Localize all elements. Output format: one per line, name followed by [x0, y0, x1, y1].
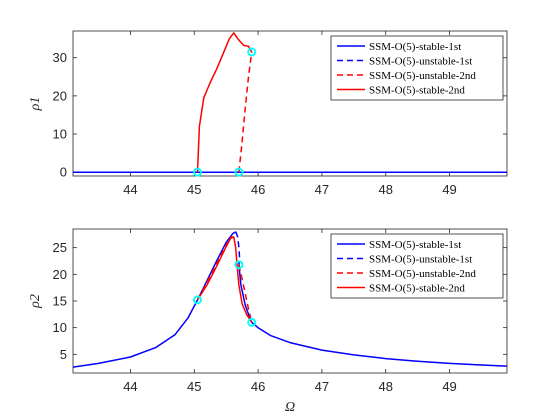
x-axis-label: Ω: [285, 400, 295, 415]
legend: SSM-O(5)-stable-1st SSM-O(5)-unstable-1st…: [330, 35, 504, 101]
y-tick-label: 0: [60, 165, 67, 180]
y-tick-label: 10: [53, 320, 67, 335]
y-tick-label: 20: [53, 88, 67, 103]
series-line: [73, 231, 237, 368]
legend-label: SSM-O(5)-unstable-2nd: [369, 268, 476, 280]
legend-label: SSM-O(5)-stable-2nd: [369, 85, 465, 97]
bifurcation-marker: [234, 260, 244, 270]
y-axis-label: ρ1: [28, 97, 43, 112]
bifurcation-marker: [192, 167, 202, 177]
x-tick-label: 47: [315, 379, 329, 394]
series-line: [238, 51, 253, 173]
y-tick-label: 20: [53, 267, 67, 282]
y-tick-label: 5: [60, 347, 67, 362]
x-tick-label: 48: [379, 379, 393, 394]
y-tick-label: 30: [53, 50, 67, 65]
series-line: [238, 264, 253, 323]
bifurcation-marker: [247, 47, 257, 57]
y-tick-label: 15: [53, 294, 67, 309]
legend-label: SSM-O(5)-stable-2nd: [369, 283, 465, 295]
bottom-axes: 44 45 46 47 48 49 5 10 15 20 25 ρ2 Ω SSM-O(5)-stable-…: [28, 228, 508, 415]
legend-label: SSM-O(5)-stable-1st: [369, 239, 461, 251]
bifurcation-marker: [192, 295, 202, 305]
bifurcation-marker: [234, 167, 244, 177]
series-line: [196, 236, 235, 301]
series-line: [238, 264, 507, 367]
y-axis-label: ρ2: [28, 294, 43, 309]
x-tick-label: 46: [251, 379, 265, 394]
series-line: [196, 32, 253, 173]
x-tick-label: 44: [123, 182, 137, 197]
series-line: [196, 236, 253, 323]
series-line: [234, 231, 241, 265]
bifurcation-marker: [247, 317, 257, 327]
y-tick-label: 25: [53, 240, 67, 255]
x-tick-label: 49: [442, 379, 456, 394]
x-tick-label: 46: [251, 182, 265, 197]
legend-label: SSM-O(5)-unstable-2nd: [369, 70, 476, 82]
x-tick-label: 48: [379, 182, 393, 197]
y-tick-label: 10: [53, 127, 67, 142]
legend-label: SSM-O(5)-stable-1st: [369, 41, 461, 53]
legend: SSM-O(5)-stable-1st SSM-O(5)-unstable-1st…: [330, 233, 504, 299]
legend-label: SSM-O(5)-unstable-1st: [369, 254, 472, 266]
x-tick-label: 45: [187, 379, 201, 394]
x-tick-label: 44: [123, 379, 137, 394]
x-tick-label: 45: [187, 182, 201, 197]
legend-label: SSM-O(5)-unstable-1st: [369, 56, 472, 68]
top-axes: 44 45 46 47 48 49 0 10 20 30 ρ1 SSM-O(5)-stable-1st…: [28, 30, 508, 197]
x-tick-label: 47: [315, 182, 329, 197]
x-tick-label: 49: [442, 182, 456, 197]
